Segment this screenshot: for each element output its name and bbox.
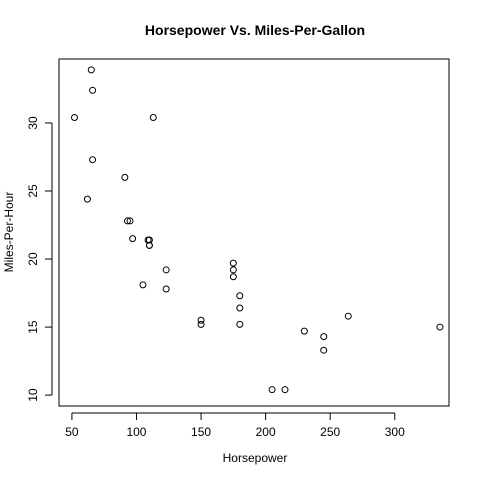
y-tick-label: 25 bbox=[26, 184, 40, 198]
data-point bbox=[162, 266, 170, 274]
data-points bbox=[70, 66, 444, 394]
data-point bbox=[129, 235, 137, 243]
x-axis: 50 100 150 200 250 300 bbox=[65, 412, 405, 439]
y-axis-label: Miles-Per-Hour bbox=[2, 192, 16, 273]
data-point bbox=[123, 217, 131, 225]
x-tick-label: 200 bbox=[256, 425, 276, 439]
data-point bbox=[70, 114, 78, 122]
data-point bbox=[320, 346, 328, 354]
data-point bbox=[139, 281, 147, 289]
data-point bbox=[320, 333, 328, 341]
data-point bbox=[229, 273, 237, 281]
data-point bbox=[300, 327, 308, 335]
data-point bbox=[268, 386, 276, 394]
data-point bbox=[236, 292, 244, 300]
chart-title: Horsepower Vs. Miles-Per-Gallon bbox=[145, 22, 365, 38]
data-point bbox=[162, 285, 170, 293]
data-point bbox=[149, 114, 157, 122]
x-tick-label: 150 bbox=[191, 425, 211, 439]
data-point bbox=[89, 156, 97, 164]
x-tick-label: 250 bbox=[320, 425, 340, 439]
x-axis-label: Horsepower bbox=[223, 451, 288, 465]
data-point bbox=[229, 266, 237, 274]
data-point bbox=[236, 304, 244, 312]
data-point bbox=[87, 66, 95, 74]
y-tick-label: 30 bbox=[26, 116, 40, 130]
y-tick-label: 15 bbox=[26, 320, 40, 334]
x-tick-label: 50 bbox=[65, 425, 79, 439]
data-point bbox=[89, 86, 97, 94]
data-point bbox=[197, 320, 205, 328]
data-point bbox=[144, 236, 152, 244]
data-point bbox=[83, 195, 91, 203]
data-point bbox=[126, 217, 134, 225]
y-axis: 10 15 20 25 30 bbox=[26, 116, 53, 402]
data-point bbox=[121, 173, 129, 181]
y-tick-label: 10 bbox=[26, 388, 40, 402]
y-tick-label: 20 bbox=[26, 252, 40, 266]
data-point bbox=[344, 312, 352, 320]
data-point bbox=[281, 386, 289, 394]
x-tick-label: 100 bbox=[126, 425, 146, 439]
plot-area-frame bbox=[58, 58, 450, 407]
data-point bbox=[236, 320, 244, 328]
data-point bbox=[436, 323, 444, 331]
data-point bbox=[229, 259, 237, 267]
x-tick-label: 300 bbox=[385, 425, 405, 439]
data-point bbox=[197, 316, 205, 324]
